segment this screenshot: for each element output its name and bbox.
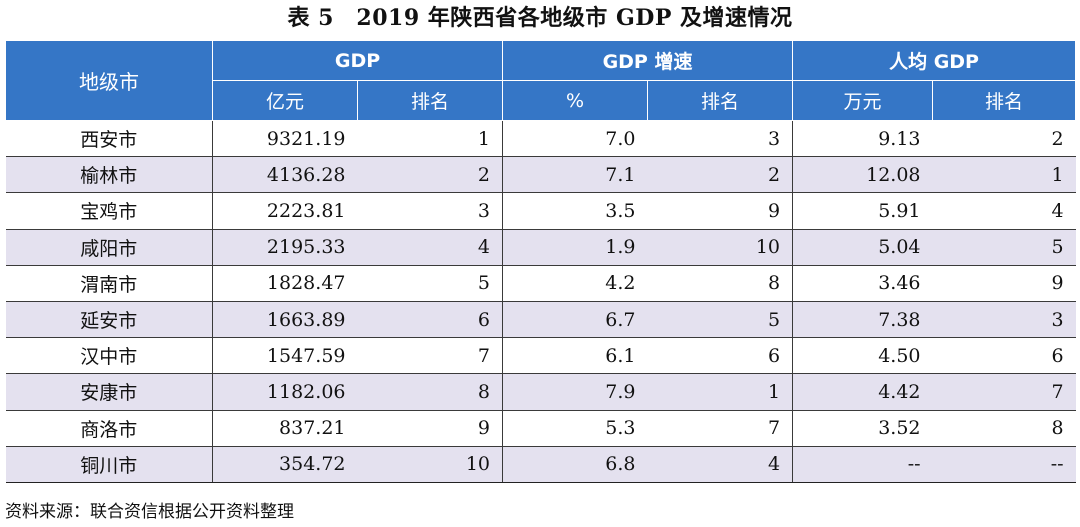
gdp-value-cell: 1663.89 xyxy=(212,301,358,339)
subheader-per-capita-unit: 万元 xyxy=(792,80,934,121)
city-cell: 榆林市 xyxy=(5,156,213,194)
growth-rank-cell: 2 xyxy=(647,156,794,194)
per-capita-rank-cell: 5 xyxy=(932,229,1076,266)
city-cell: 宝鸡市 xyxy=(5,192,213,230)
gdp-rank-cell: 7 xyxy=(357,337,504,375)
gdp-rank-cell: 3 xyxy=(357,192,504,230)
gdp-rank-cell: 4 xyxy=(357,229,504,266)
table-row: 安康市 1182.06 8 7.9 1 4.42 7 xyxy=(5,373,1076,411)
gdp-rank-cell: 6 xyxy=(357,301,504,339)
source-note: 资料来源：联合资信根据公开资料整理 xyxy=(5,502,294,522)
growth-rank-cell: 6 xyxy=(647,337,794,375)
growth-value-cell: 7.0 xyxy=(502,120,648,158)
gdp-value-cell: 1182.06 xyxy=(212,373,358,411)
table-row: 延安市 1663.89 6 6.7 5 7.38 3 xyxy=(5,301,1076,339)
growth-rank-cell: 3 xyxy=(647,120,794,158)
per-capita-value-cell: 5.91 xyxy=(792,192,933,230)
gdp-value-cell: 2223.81 xyxy=(212,192,358,230)
gdp-rank-cell: 1 xyxy=(357,120,504,158)
per-capita-value-cell: 4.42 xyxy=(792,373,933,411)
city-cell: 铜川市 xyxy=(5,446,213,483)
growth-value-cell: 3.5 xyxy=(502,192,648,230)
per-capita-value-cell: 9.13 xyxy=(792,120,933,158)
growth-rank-cell: 7 xyxy=(647,410,794,447)
growth-value-cell: 1.9 xyxy=(502,229,648,266)
subheader-gdp-rank: 排名 xyxy=(356,80,504,121)
per-capita-value-cell: 4.50 xyxy=(792,337,933,375)
gdp-value-cell: 2195.33 xyxy=(212,229,358,266)
gdp-table: 地级市 GDP GDP 增速 人均 GDP 亿元 排名 % 排名 万元 排名 西… xyxy=(5,40,1077,483)
header-gdp-growth: GDP 增速 xyxy=(502,40,794,81)
gdp-value-cell: 354.72 xyxy=(212,446,358,483)
gdp-value-cell: 837.21 xyxy=(212,410,358,447)
gdp-rank-cell: 5 xyxy=(357,265,504,302)
header-gdp: GDP xyxy=(211,40,504,81)
growth-rank-cell: 1 xyxy=(647,373,794,411)
growth-rank-cell: 5 xyxy=(647,301,794,339)
table-title: 表 5 2019 年陕西省各地级市 GDP 及增速情况 xyxy=(287,5,793,31)
per-capita-value-cell: 3.46 xyxy=(792,265,933,302)
header-city: 地级市 xyxy=(5,40,213,121)
growth-value-cell: 7.1 xyxy=(502,156,648,194)
city-cell: 咸阳市 xyxy=(5,229,213,266)
table-row: 咸阳市 2195.33 4 1.9 10 5.04 5 xyxy=(5,229,1076,266)
table-row: 汉中市 1547.59 7 6.1 6 4.50 6 xyxy=(5,337,1076,375)
growth-value-cell: 6.7 xyxy=(502,301,648,339)
table-row: 铜川市 354.72 10 6.8 4 -- -- xyxy=(5,446,1076,483)
per-capita-rank-cell: 2 xyxy=(932,120,1076,158)
city-cell: 延安市 xyxy=(5,301,213,339)
subheader-per-capita-rank: 排名 xyxy=(932,80,1077,121)
per-capita-value-cell: 7.38 xyxy=(792,301,933,339)
per-capita-rank-cell: 4 xyxy=(932,192,1076,230)
table-row: 宝鸡市 2223.81 3 3.5 9 5.91 4 xyxy=(5,192,1076,230)
per-capita-rank-cell: 3 xyxy=(932,301,1076,339)
gdp-rank-cell: 9 xyxy=(357,410,504,447)
per-capita-rank-cell: 7 xyxy=(932,373,1076,411)
per-capita-rank-cell: 9 xyxy=(932,265,1076,302)
growth-rank-cell: 4 xyxy=(647,446,794,483)
growth-value-cell: 6.8 xyxy=(502,446,648,483)
growth-rank-cell: 8 xyxy=(647,265,794,302)
per-capita-rank-cell: -- xyxy=(932,446,1076,483)
table-row: 渭南市 1828.47 5 4.2 8 3.46 9 xyxy=(5,265,1076,302)
per-capita-rank-cell: 1 xyxy=(932,156,1076,194)
city-cell: 西安市 xyxy=(5,120,213,158)
gdp-rank-cell: 2 xyxy=(357,156,504,194)
header-gdp-per-capita: 人均 GDP xyxy=(792,40,1077,81)
city-cell: 商洛市 xyxy=(5,410,213,447)
subheader-growth-unit: % xyxy=(502,80,649,121)
table-body: 西安市 9321.19 1 7.0 3 9.13 2 榆林市 4136.28 2 7.1 2 12.08… xyxy=(5,120,1076,483)
gdp-rank-cell: 10 xyxy=(357,446,504,483)
growth-value-cell: 4.2 xyxy=(502,265,648,302)
table-row: 西安市 9321.19 1 7.0 3 9.13 2 xyxy=(5,120,1076,158)
growth-value-cell: 7.9 xyxy=(502,373,648,411)
per-capita-value-cell: 5.04 xyxy=(792,229,933,266)
growth-value-cell: 5.3 xyxy=(502,410,648,447)
per-capita-rank-cell: 8 xyxy=(932,410,1076,447)
subheader-growth-rank: 排名 xyxy=(647,80,794,121)
per-capita-value-cell: 3.52 xyxy=(792,410,933,447)
table-header: 地级市 GDP GDP 增速 人均 GDP 亿元 排名 % 排名 万元 排名 xyxy=(5,40,1077,121)
gdp-value-cell: 1828.47 xyxy=(212,265,358,302)
per-capita-value-cell: 12.08 xyxy=(792,156,933,194)
gdp-rank-cell: 8 xyxy=(357,373,504,411)
gdp-value-cell: 4136.28 xyxy=(212,156,358,194)
growth-rank-cell: 10 xyxy=(647,229,794,266)
table-row: 榆林市 4136.28 2 7.1 2 12.08 1 xyxy=(5,156,1076,194)
subheader-gdp-unit: 亿元 xyxy=(212,80,358,121)
table-row: 商洛市 837.21 9 5.3 7 3.52 8 xyxy=(5,410,1076,447)
per-capita-rank-cell: 6 xyxy=(932,337,1076,375)
city-cell: 汉中市 xyxy=(5,337,213,375)
city-cell: 渭南市 xyxy=(5,265,213,302)
city-cell: 安康市 xyxy=(5,373,213,411)
gdp-value-cell: 1547.59 xyxy=(212,337,358,375)
gdp-value-cell: 9321.19 xyxy=(212,120,358,158)
growth-value-cell: 6.1 xyxy=(502,337,648,375)
growth-rank-cell: 9 xyxy=(647,192,794,230)
per-capita-value-cell: -- xyxy=(792,446,933,483)
